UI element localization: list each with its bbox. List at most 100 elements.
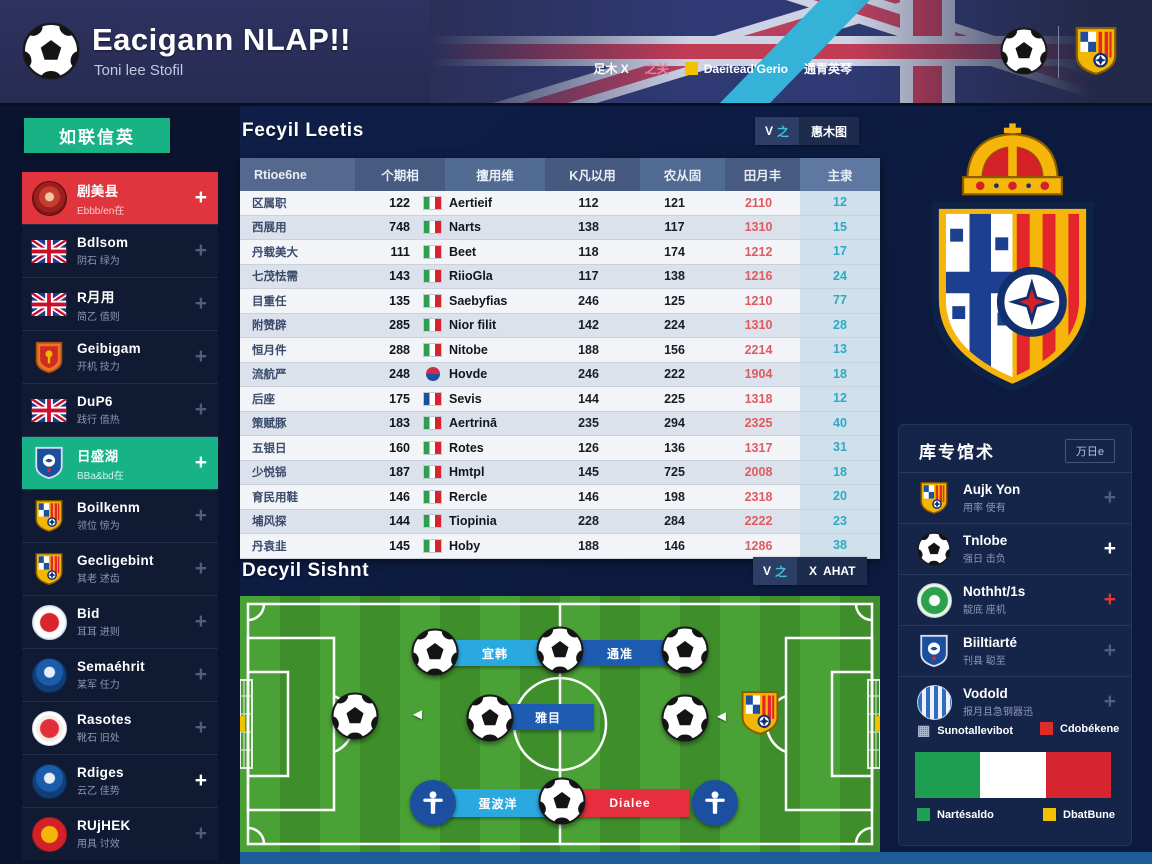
table-row[interactable]: 区属职 122 Aertieif 112 121 2110 12 [240, 191, 880, 216]
sidebar-team-item[interactable]: Bid 耳耳 进则 + [22, 595, 218, 648]
flag-fade-left [430, 0, 690, 103]
sidebar-team-item[interactable]: RUjHEK 用具 讨效 + [22, 807, 218, 860]
item-crest-icon [915, 531, 953, 567]
ball-marker[interactable] [411, 628, 459, 676]
right-panel-item[interactable]: Nothht/1s 靛底 座机 + [899, 574, 1131, 625]
ball-marker[interactable] [331, 692, 379, 740]
add-team-button[interactable]: + [194, 504, 207, 527]
table-row[interactable]: 丹袁韭 145 Hoby 188 146 1286 38 [240, 534, 880, 559]
sidebar-team-item[interactable]: Geibigam 开机 技力 + [22, 330, 218, 383]
table-row[interactable]: 五银日 160 Rotes 126 136 1317 31 [240, 436, 880, 461]
col-header-3[interactable]: K凡以用 [545, 158, 640, 191]
player-badge[interactable] [692, 780, 738, 826]
col-header-2[interactable]: 擅用维 [445, 158, 545, 191]
add-team-button[interactable]: + [194, 557, 207, 580]
right-panel-item[interactable]: Tnlobe 强日 击负 + [899, 523, 1131, 574]
table-row[interactable]: 流航严 248 Hovde 246 222 1904 18 [240, 362, 880, 387]
add-team-button[interactable]: + [194, 239, 207, 262]
nav-item-4[interactable]: 通青英琴 [803, 62, 852, 76]
player-badge[interactable] [410, 780, 456, 826]
team-crest-icon [30, 180, 68, 216]
table-row[interactable]: 后座 175 Sevis 144 225 1318 12 [240, 387, 880, 412]
right-card-button[interactable]: 万日e [1064, 438, 1115, 463]
table-row[interactable]: 七茂怯需 143 RiioGla 117 138 1216 24 [240, 264, 880, 289]
right-panel-item[interactable]: Vodold 报月且急钢器迅 + [899, 676, 1131, 727]
add-team-button[interactable]: + [194, 716, 207, 739]
add-team-button[interactable]: + [194, 451, 207, 474]
nav-item-3[interactable]: Daeitead'Gerio [684, 61, 788, 76]
sidebar-team-item[interactable]: Semaéhrit 某军 任力 + [22, 648, 218, 701]
add-team-button[interactable]: + [194, 663, 207, 686]
team-name: 剧美县 [77, 183, 119, 199]
col-header-0[interactable]: Rtioe6ne [240, 158, 355, 191]
table-row[interactable]: 附赞辟 285 Nior filit 142 224 1310 28 [240, 313, 880, 338]
header-crest-icon[interactable] [1074, 22, 1118, 80]
cell-team: 少悦铞 [252, 467, 287, 480]
table-row[interactable]: 少悦铞 187 Hmtpl 145 725 2008 18 [240, 460, 880, 485]
sidebar-team-item[interactable]: 日盛湖 BBa&bd在 + [22, 436, 218, 489]
col-header-1[interactable]: 个期相 [355, 158, 445, 191]
nav-item-1[interactable]: 足木 X [593, 62, 629, 76]
sidebar-team-item[interactable]: R月用 简乙 值则 + [22, 277, 218, 330]
header-ball-icon[interactable] [1000, 27, 1048, 75]
nav-item-2[interactable]: 之关 [644, 62, 669, 76]
cell-stat-red: 1310 [744, 318, 773, 333]
add-team-button[interactable]: + [194, 345, 207, 368]
sidebar-team-item[interactable]: 剧美县 Ebbb/en在 + [22, 172, 218, 224]
sidebar-team-item[interactable]: Bdlsom 阴石 绿为 + [22, 224, 218, 277]
flag-white-band [980, 752, 1046, 798]
nationality-flag-icon [423, 269, 442, 284]
right-card-header: 库专馆术 万日e [899, 425, 1131, 473]
sidebar-team-item[interactable]: Gecligebint 其老 述齿 + [22, 542, 218, 595]
team-name: R月用 [77, 289, 115, 305]
sidebar-team-item[interactable]: Rasotes 靴石 旧处 + [22, 701, 218, 754]
sidebar-team-item[interactable]: Boilkenm 领位 惊为 + [22, 489, 218, 542]
add-team-button[interactable]: + [194, 610, 207, 633]
team-text: Geibigam 开机 技力 [77, 341, 192, 373]
ball-marker[interactable] [538, 777, 586, 825]
cell-player: Aertieif [449, 195, 493, 210]
club-crest-marker[interactable] [740, 688, 780, 738]
table-row[interactable]: 丹载美大 111 Beet 118 174 1212 17 [240, 240, 880, 265]
add-item-button[interactable]: + [1103, 537, 1116, 560]
col-header-6[interactable]: 主隶 [800, 158, 880, 191]
add-team-button[interactable]: + [194, 186, 207, 209]
table-row[interactable]: 西展用 748 Narts 138 117 1310 15 [240, 215, 880, 240]
cell-stat2: 156 [664, 342, 685, 357]
cell-player: Aertrinā [449, 416, 497, 431]
sidebar-team-item[interactable]: DuP6 践行 值热 + [22, 383, 218, 436]
team-subtitle: 耳耳 进则 [77, 627, 120, 638]
table-body: 区属职 122 Aertieif 112 121 2110 12 西展用 748… [240, 191, 880, 559]
table-row[interactable]: 策赋豚 183 Aertrinā 235 294 2325 40 [240, 411, 880, 436]
add-team-button[interactable]: + [194, 398, 207, 421]
cell-stat1: 228 [578, 514, 599, 529]
add-item-button[interactable]: + [1103, 588, 1116, 611]
cell-stat1: 138 [578, 220, 599, 235]
right-panel-item[interactable]: Biiltiarté 刊县 聪至 + [899, 625, 1131, 676]
add-team-button[interactable]: + [194, 292, 207, 315]
ball-marker[interactable] [661, 694, 709, 742]
table-row[interactable]: 目重任 135 Saebyfias 246 125 1210 77 [240, 289, 880, 314]
legend-red: Cdobékene [1040, 722, 1119, 735]
right-panel-item[interactable]: Aujk Yon 用率 使有 + [899, 473, 1131, 523]
add-team-button[interactable]: + [194, 769, 207, 792]
yellow-swatch-icon [684, 61, 698, 75]
cell-stat1: 126 [578, 440, 599, 455]
add-item-button[interactable]: + [1103, 690, 1116, 713]
table-row[interactable]: 恒月件 288 Nitobe 188 156 2214 13 [240, 338, 880, 363]
add-item-button[interactable]: + [1103, 486, 1116, 509]
sidebar-team-item[interactable]: Rdiges 云乙 佳势 + [22, 754, 218, 807]
table-row[interactable]: 埔风探 144 Tiopinia 228 284 2222 23 [240, 509, 880, 534]
add-item-button[interactable]: + [1103, 639, 1116, 662]
col-header-4[interactable]: 农从固 [640, 158, 725, 191]
sidebar-menu-button[interactable]: 如联信英 [24, 118, 170, 153]
table-row[interactable]: 育民用鞋 146 Rercle 146 198 2318 20 [240, 485, 880, 510]
item-text: Vodold 报月且急钢器迅 [963, 686, 1101, 718]
ball-marker[interactable] [536, 626, 584, 674]
add-team-button[interactable]: + [194, 822, 207, 845]
ball-marker[interactable] [466, 694, 514, 742]
ball-marker[interactable] [661, 626, 709, 674]
col-header-5[interactable]: 田月丰 [725, 158, 800, 191]
